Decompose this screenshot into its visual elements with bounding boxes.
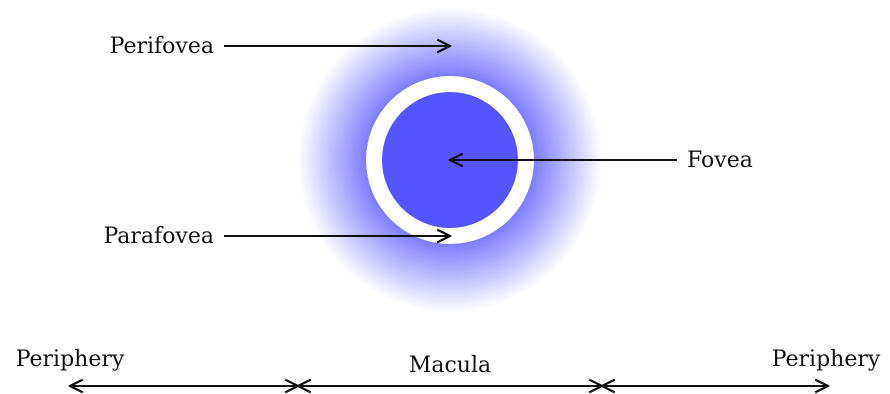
label: Parafovea (103, 224, 214, 249)
page: {"labels": {"perifovea": "Perifovea", "f… (0, 0, 890, 394)
label: Periphery (16, 347, 125, 372)
label: Fovea (687, 148, 753, 173)
label: Perifovea (110, 34, 214, 59)
label: Macula (409, 353, 491, 378)
label: Periphery (772, 347, 881, 372)
diagram: Perifovea Fovea Parafovea Periphery Macu… (0, 0, 890, 394)
